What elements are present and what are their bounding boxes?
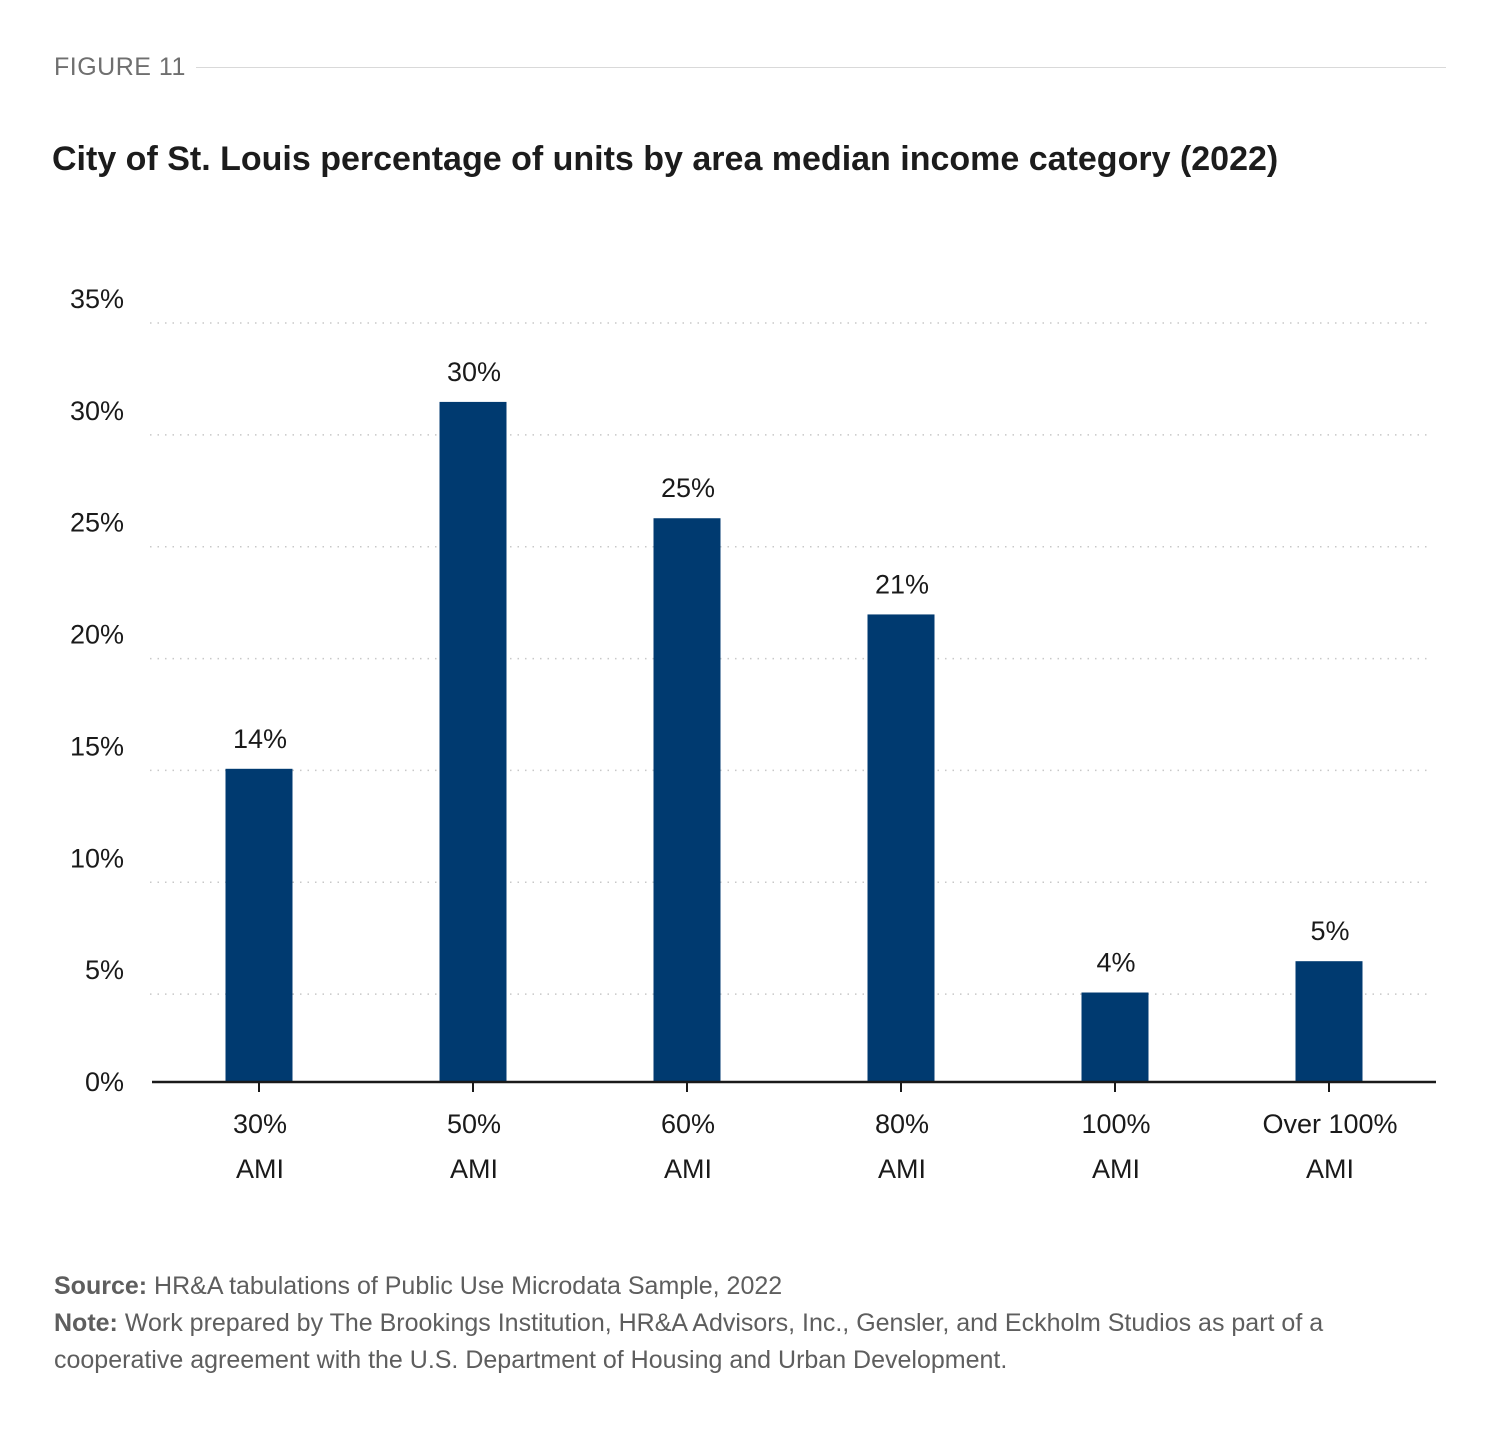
bar xyxy=(867,614,935,1082)
chart-footer: Source: HR&A tabulations of Public Use M… xyxy=(54,1268,1454,1379)
figure-divider xyxy=(195,66,1446,68)
x-tick-label: Over 100% xyxy=(1262,1109,1397,1139)
note-label: Note: xyxy=(54,1309,118,1337)
source-line: Source: HR&A tabulations of Public Use M… xyxy=(54,1268,1454,1305)
note-text: Work prepared by The Brookings Instituti… xyxy=(54,1309,1324,1374)
x-tick-label: AMI xyxy=(1306,1154,1354,1184)
bar xyxy=(225,768,293,1082)
data-label: 4% xyxy=(1096,948,1135,978)
bar-chart: 0% 5% 10% 15% 20% 25% 30% 35% 14% 30% 25% 21% 4% 5% 30… xyxy=(70,284,1436,1184)
data-label: 21% xyxy=(875,569,929,599)
note-line: Note: Work prepared by The Brookings Ins… xyxy=(54,1305,1454,1379)
data-label: 30% xyxy=(447,357,501,387)
x-tick-label: 60% xyxy=(661,1109,715,1139)
x-tick-label: 50% xyxy=(447,1109,501,1139)
x-tick-label: 80% xyxy=(875,1109,929,1139)
y-tick-label: 25% xyxy=(70,508,124,538)
y-tick-label: 10% xyxy=(70,843,124,873)
x-tick-label: AMI xyxy=(664,1154,712,1184)
x-tick-label: 100% xyxy=(1081,1109,1150,1139)
data-label: 5% xyxy=(1310,916,1349,946)
bar xyxy=(1295,961,1363,1082)
chart-title: City of St. Louis percentage of units by… xyxy=(52,140,1279,178)
x-tick-label: AMI xyxy=(878,1154,926,1184)
data-label: 14% xyxy=(233,724,287,754)
x-tick-label: AMI xyxy=(450,1154,498,1184)
source-label: Source: xyxy=(54,1272,148,1300)
figure-header: FIGURE 11 xyxy=(54,52,1446,82)
source-text: HR&A tabulations of Public Use Microdata… xyxy=(154,1272,783,1300)
y-tick-label: 5% xyxy=(85,955,124,985)
bar xyxy=(1081,992,1149,1082)
y-tick-label: 35% xyxy=(70,284,124,314)
y-tick-label: 15% xyxy=(70,731,124,761)
x-tick-label: AMI xyxy=(1092,1154,1140,1184)
y-tick-label: 30% xyxy=(70,396,124,426)
figure-label: FIGURE 11 xyxy=(54,52,186,81)
y-tick-label: 0% xyxy=(85,1067,124,1097)
bar xyxy=(653,518,721,1082)
y-tick-label: 20% xyxy=(70,620,124,650)
x-tick-label: AMI xyxy=(236,1154,284,1184)
bar xyxy=(439,401,507,1082)
data-label: 25% xyxy=(661,473,715,503)
x-tick-label: 30% xyxy=(233,1109,287,1139)
